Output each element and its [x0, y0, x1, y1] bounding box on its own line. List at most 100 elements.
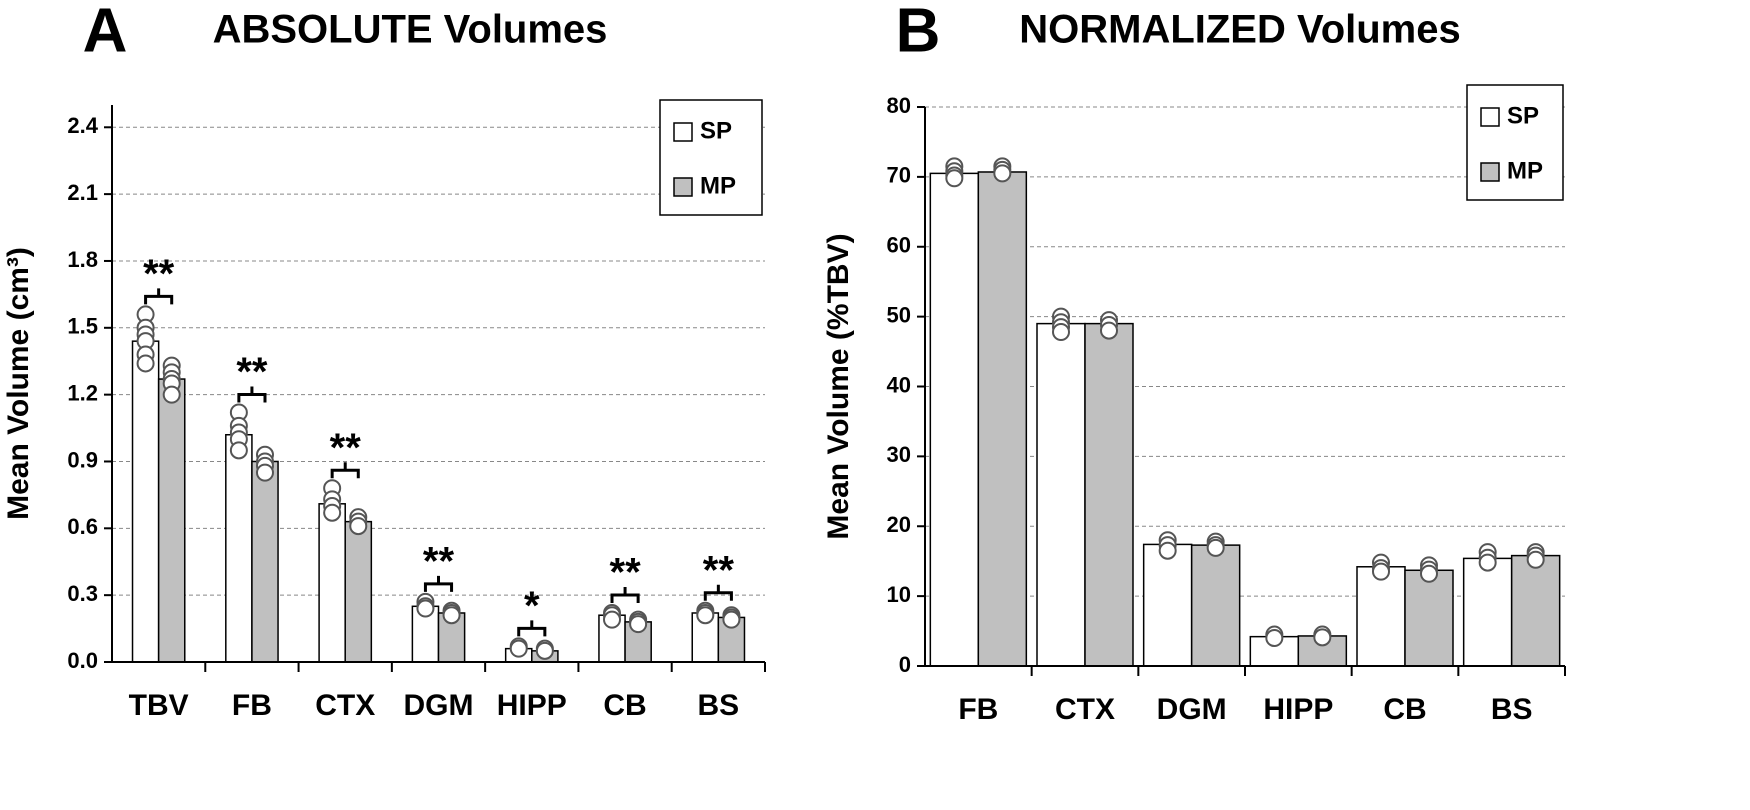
data-point [1526, 550, 1545, 569]
data-point [416, 599, 435, 618]
legend-label: SP [700, 117, 732, 144]
bar [1142, 543, 1193, 667]
data-point [1478, 553, 1497, 572]
data-point [535, 641, 554, 660]
y-tick-label: 60 [887, 233, 911, 258]
bar [691, 612, 720, 663]
bar [1084, 322, 1134, 667]
x-tick-label: BS [698, 689, 740, 722]
y-tick-label: 2.4 [67, 113, 98, 138]
x-tick-label: DGM [404, 689, 474, 722]
y-tick-label: 1.2 [67, 380, 98, 405]
bar [251, 460, 279, 663]
y-axis-label: Mean Volume (%TBV) [822, 233, 855, 539]
data-point [1265, 629, 1284, 648]
data-point [323, 503, 342, 522]
x-tick-label: HIPP [497, 689, 567, 722]
bar [1510, 554, 1561, 667]
significance-bracket [610, 586, 640, 603]
data-point [255, 463, 274, 482]
bar [225, 433, 253, 663]
y-tick-label: 0.0 [67, 648, 98, 673]
y-tick-label: 0.9 [67, 447, 98, 472]
significance-bracket [330, 462, 360, 479]
significance-bracket [517, 620, 547, 637]
panel-letter: B [896, 0, 941, 65]
y-tick-label: 40 [887, 372, 911, 397]
y-tick-label: 1.8 [67, 247, 98, 272]
y-tick-label: 50 [887, 302, 911, 327]
data-point [442, 606, 461, 625]
bar [1462, 557, 1513, 667]
legend-swatch [1480, 107, 1500, 127]
x-tick-label: FB [232, 689, 272, 722]
bar [344, 520, 373, 663]
bar [131, 340, 160, 663]
legend-swatch [673, 122, 693, 142]
bar [1036, 322, 1086, 667]
bar [1404, 569, 1454, 667]
data-point [1100, 321, 1118, 340]
significance-bracket [144, 288, 174, 305]
data-point [696, 606, 715, 625]
data-point [629, 615, 648, 634]
data-point [1052, 322, 1070, 341]
bar [318, 503, 346, 663]
significance-label: ** [236, 350, 268, 394]
data-point [162, 385, 181, 404]
y-tick-label: 0.6 [67, 514, 98, 539]
data-point [1372, 562, 1390, 581]
data-point [993, 164, 1012, 183]
data-point [945, 169, 964, 188]
data-point [136, 354, 155, 373]
bar [977, 171, 1028, 667]
data-point [722, 610, 741, 629]
x-tick-label: FB [958, 693, 998, 726]
data-point [1158, 541, 1177, 560]
legend-swatch [1480, 162, 1500, 182]
legend-swatch [673, 177, 693, 197]
y-tick-label: 10 [887, 582, 911, 607]
significance-bracket [237, 386, 267, 403]
y-tick-label: 20 [887, 512, 911, 537]
significance-label: ** [330, 426, 362, 470]
y-axis-label: Mean Volume (cm³) [2, 247, 35, 520]
y-tick-label: 0 [899, 652, 911, 677]
legend-label: MP [1507, 157, 1543, 184]
data-point [509, 639, 528, 658]
significance-label: ** [703, 548, 735, 592]
bar [929, 172, 980, 667]
data-point [349, 517, 368, 536]
x-tick-label: CTX [1055, 693, 1115, 726]
significance-label: * [524, 584, 540, 628]
y-tick-label: 1.5 [67, 314, 98, 339]
data-point [1206, 538, 1225, 557]
y-tick-label: 80 [887, 93, 911, 118]
y-tick-label: 2.1 [67, 180, 98, 205]
data-point [1420, 564, 1438, 583]
chart-title: ABSOLUTE Volumes [213, 8, 608, 52]
x-tick-label: TBV [129, 689, 189, 722]
x-tick-label: DGM [1157, 693, 1227, 726]
y-tick-label: 0.3 [67, 581, 98, 606]
x-tick-label: HIPP [1263, 693, 1333, 726]
significance-bracket [423, 575, 454, 592]
y-tick-label: 70 [887, 163, 911, 188]
x-tick-label: CTX [315, 689, 375, 722]
significance-label: ** [610, 551, 642, 595]
significance-label: ** [143, 252, 175, 296]
legend-label: MP [700, 172, 736, 199]
x-tick-label: BS [1491, 693, 1533, 726]
data-point [1313, 628, 1332, 647]
data-point [603, 610, 622, 629]
data-point [229, 441, 248, 460]
bar [157, 378, 186, 663]
x-tick-label: CB [603, 689, 646, 722]
bar [1356, 566, 1406, 667]
x-tick-label: CB [1383, 693, 1426, 726]
legend-label: SP [1507, 102, 1539, 129]
significance-label: ** [423, 539, 455, 583]
y-tick-label: 30 [887, 442, 911, 467]
